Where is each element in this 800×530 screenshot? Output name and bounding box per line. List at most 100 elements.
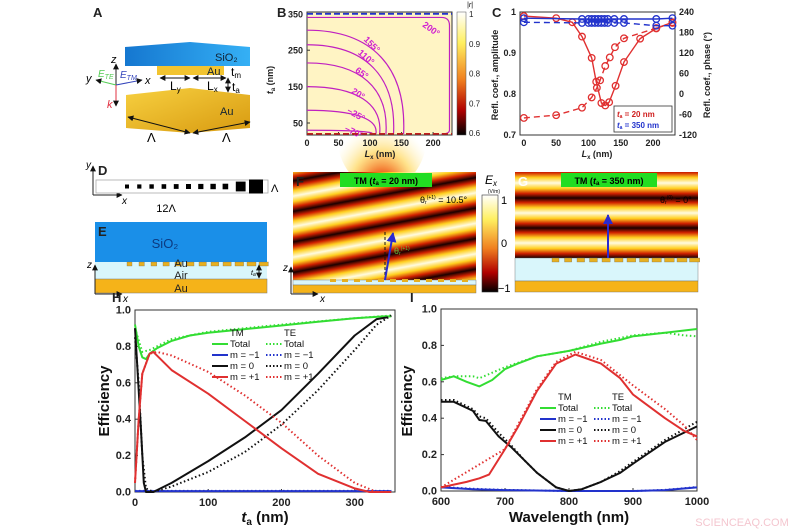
- nanobrick: [137, 184, 142, 189]
- colorbar-unit: (V/m): [488, 189, 501, 195]
- au-nanobrick: [438, 279, 444, 282]
- data-point: [597, 99, 606, 107]
- au-nanobrick: [689, 257, 700, 263]
- series-line-tm: [440, 328, 698, 388]
- data-point: [587, 93, 596, 102]
- y-tick-label: 1.0: [116, 305, 131, 317]
- au-nanobrick: [564, 257, 572, 263]
- legend-header: TM: [558, 392, 572, 403]
- k-label: k: [107, 99, 113, 111]
- field-colorbar: Ex (V/m) 1 0 −1: [481, 173, 511, 295]
- nanobrick: [161, 184, 167, 189]
- series-line-te: [440, 350, 698, 489]
- x-tick-label: 600: [432, 496, 450, 508]
- x-tick-label: 1000: [685, 496, 709, 508]
- series-line-te: [134, 314, 392, 493]
- au-layer: [514, 280, 699, 293]
- series-line-te: [441, 399, 698, 492]
- ta-label: ta: [232, 80, 240, 95]
- left-tick-label: 1: [511, 7, 516, 17]
- data-point: [611, 81, 620, 90]
- legend-entry: m = +1: [230, 372, 260, 383]
- x-tick-label: 200: [426, 138, 441, 148]
- nanobrick: [149, 184, 154, 189]
- data-point: [620, 58, 628, 66]
- legend-entry: m = −1: [284, 350, 314, 361]
- y-tick-label: 0.6: [116, 377, 131, 389]
- series-line-te: [134, 314, 392, 353]
- au-nanobrick-row: [551, 257, 700, 263]
- series-line-te: [440, 331, 698, 380]
- x-tick-label: 0: [132, 497, 138, 509]
- y-tick-label: 0.4: [116, 414, 132, 426]
- au-nanobrick: [390, 279, 396, 282]
- sio2-label: SiO₂: [152, 236, 179, 251]
- panel-label: A: [93, 5, 103, 20]
- y-tick-label: 0.8: [422, 340, 437, 352]
- left-tick-label: 0.9: [503, 48, 516, 58]
- legend-entry: m = −1: [230, 350, 260, 361]
- au-nanobrick: [402, 279, 408, 282]
- sio2-block: [125, 42, 250, 66]
- au-nanobrick: [258, 261, 269, 267]
- legend-entry: ta = 20 nm: [617, 110, 655, 120]
- au-nanobrick: [150, 261, 157, 267]
- x-tick-label: 900: [624, 496, 642, 508]
- colorbar-tick: 0.8: [469, 70, 481, 79]
- au-nanobrick: [222, 261, 232, 267]
- period-x-dimension: [127, 115, 191, 135]
- x-label: x: [319, 294, 326, 305]
- y-tick-label: 250: [288, 46, 303, 56]
- panel-c-line-chart: C Refl. coef., amplitude Refl. coef., ph…: [490, 5, 712, 161]
- x-tick-label: 0: [304, 138, 309, 148]
- data-point: [519, 113, 528, 122]
- x-tick-label: 100: [363, 138, 378, 148]
- au-nanobrick: [676, 257, 688, 263]
- y-tick-label: 150: [288, 82, 303, 92]
- legend-entry: m = 0: [612, 425, 636, 436]
- phase-contour: [306, 62, 387, 135]
- legend-entry: m = +1: [284, 372, 314, 383]
- au-nanobrick: [664, 257, 675, 263]
- series-line-tm: [440, 353, 698, 489]
- air-label: Air: [174, 270, 188, 282]
- legend: ta = 20 nm ta = 350 nm: [613, 105, 673, 133]
- au-nanobrick: [450, 279, 456, 282]
- legend-entry: m = +1: [558, 436, 588, 447]
- plot-frame: [306, 11, 453, 136]
- panel-g-field-map: G TM (ta = 350 nm) θr(0) = 0°: [514, 172, 700, 293]
- x-tick-label: 50: [551, 138, 561, 148]
- data-point: [552, 111, 561, 120]
- y-tick-label: 0.0: [116, 487, 131, 499]
- panel-h-line-chart: H Efficiency ta (nm) 0 100 200 300 0.0 0.2 0.4…: [96, 290, 396, 528]
- colorbar-tick: 0.7: [469, 99, 481, 108]
- supercell-outline: [95, 179, 269, 194]
- au-nanobrick: [551, 257, 560, 263]
- series-line-te: [134, 350, 392, 493]
- colorbar-tick: 1: [469, 10, 474, 19]
- x-axis-label: Lx (nm): [582, 149, 613, 161]
- au-nanobrick: [330, 279, 336, 282]
- y-tick-label: 0.0: [422, 486, 437, 498]
- x-tick-label: 200: [646, 138, 661, 148]
- right-tick-label: -60: [679, 110, 692, 120]
- panel-label: I: [410, 290, 414, 305]
- au-nanobrick: [378, 279, 384, 282]
- right-tick-label: 0: [679, 89, 684, 99]
- panel-label: D: [98, 163, 107, 178]
- data-point: [519, 18, 528, 27]
- au-nanobrick: [186, 261, 195, 267]
- air-layer: [95, 262, 267, 279]
- data-point: [587, 53, 596, 62]
- y-tick-label: 1.0: [422, 304, 437, 316]
- au-nanobrick: [589, 257, 598, 263]
- z-label: z: [110, 54, 117, 66]
- au-nanobrick: [414, 279, 420, 282]
- data-point: [601, 62, 610, 70]
- colorbar: [456, 11, 467, 136]
- x-tick-label: 300: [346, 497, 364, 509]
- au-nanobrick: [626, 257, 636, 263]
- nanobrick: [186, 184, 191, 189]
- data-point: [600, 18, 609, 27]
- phase-contour: [306, 109, 377, 135]
